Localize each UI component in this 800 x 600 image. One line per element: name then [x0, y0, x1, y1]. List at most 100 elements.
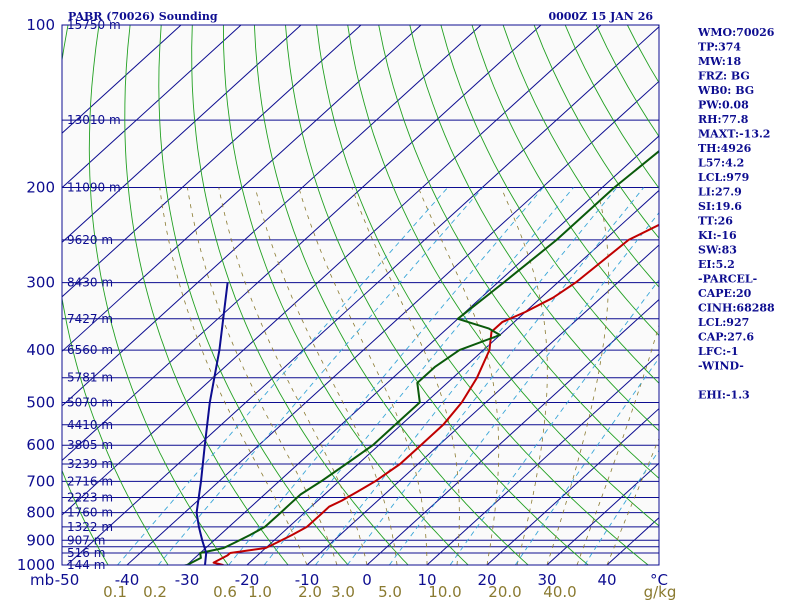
temperature-tick-label: -10 — [295, 571, 320, 589]
mb-label: mb — [30, 571, 54, 589]
pressure-tick-label: 200 — [26, 179, 55, 197]
index-entry: TH:4926 — [698, 142, 752, 155]
chart-title: PABR (70026) Sounding — [68, 10, 218, 23]
index-entry: CAPE:20 — [698, 287, 752, 300]
mixing-ratio-label: 0.2 — [143, 583, 167, 600]
mixing-ratio-label: g/kg — [644, 583, 677, 600]
isotherm-line — [486, 407, 659, 565]
index-entry: SI:19.6 — [698, 200, 742, 213]
isotherm-line — [62, 25, 542, 462]
pressure-tick-label: 700 — [26, 472, 55, 490]
height-label: 516 m — [67, 546, 105, 560]
dry-adiabat — [502, 25, 659, 288]
isotherm-line — [126, 80, 659, 565]
isotherm-line — [62, 25, 182, 134]
isotherm-line — [306, 244, 659, 565]
isotherm-line — [62, 25, 302, 243]
dry-adiabat — [285, 25, 589, 565]
temperature-tick-label: 20 — [477, 571, 496, 589]
isotherm-line — [546, 462, 659, 565]
index-entry: LFC:-1 — [698, 345, 739, 358]
index-entry: L57:4.2 — [698, 157, 744, 170]
mixing-ratio-label: 10.0 — [428, 583, 461, 600]
dewpoint-profile-line — [181, 149, 659, 565]
dry-adiabat — [88, 25, 229, 565]
moist-adiabat — [298, 187, 428, 565]
sounding-series — [181, 149, 659, 565]
isotherm-line — [62, 25, 482, 407]
index-entry: EI:5.2 — [698, 258, 735, 271]
temperature-tick-label: -20 — [235, 571, 260, 589]
height-label: 11090 m — [67, 181, 121, 195]
temperature-tick-label: 30 — [537, 571, 556, 589]
mixing-ratio-label: 0.1 — [103, 583, 127, 600]
temperature-tick-label: 10 — [417, 571, 436, 589]
height-label: 7427 m — [67, 312, 113, 326]
index-entry: TP:374 — [698, 41, 741, 54]
pressure-tick-label: 800 — [26, 504, 55, 522]
mixing-ratio-label: 3.0 — [331, 583, 355, 600]
index-entry: MAXT:-13.2 — [698, 128, 770, 141]
dry-adiabat — [191, 25, 409, 565]
height-label: 907 m — [67, 533, 105, 547]
height-label: 6560 m — [67, 343, 113, 357]
height-label: 8430 m — [67, 276, 113, 290]
temperature-unit-label: °C — [650, 571, 668, 589]
isotherm-line — [62, 25, 602, 516]
moist-adiabat — [159, 187, 308, 565]
dry-adiabat — [378, 25, 659, 479]
pressure-tick-label: 900 — [26, 531, 55, 549]
dry-adiabat — [471, 25, 659, 337]
index-entry: LI:27.9 — [698, 186, 742, 199]
temperature-tick-label: 0 — [362, 571, 372, 589]
mixing-ratio-line — [157, 187, 484, 565]
height-label: 3239 m — [67, 457, 113, 471]
height-label: 13010 m — [67, 113, 121, 127]
height-label: 15750 m — [67, 18, 121, 32]
mixing-ratio-line — [514, 357, 659, 565]
index-entry: WB0: BG — [697, 84, 754, 97]
chart-time: 0000Z 15 JAN 26 — [548, 10, 653, 23]
pressure-tick-label: 400 — [26, 341, 55, 359]
mixing-ratio-line — [449, 279, 659, 565]
pressure-tick-label: 100 — [26, 16, 55, 34]
mixing-ratio-label: 2.0 — [298, 583, 322, 600]
parcel-profile-line — [195, 282, 229, 565]
mixing-ratio-line — [584, 449, 659, 565]
pressure-tick-label: 500 — [26, 393, 55, 411]
height-label: 1760 m — [67, 506, 113, 520]
dry-adiabat — [316, 25, 649, 565]
dry-adiabat — [158, 25, 349, 565]
index-entry: LCL:927 — [698, 316, 749, 329]
mixing-ratio-label: 5.0 — [378, 583, 402, 600]
isotherm-line — [62, 25, 362, 298]
index-entry: TT:26 — [698, 215, 733, 228]
dry-adiabat — [222, 25, 469, 565]
index-entry: KI:-16 — [698, 229, 737, 242]
index-entry: MW:18 — [698, 55, 741, 68]
moist-adiabat — [351, 187, 460, 565]
height-label: 5070 m — [67, 395, 113, 409]
height-label: 3805 m — [67, 438, 113, 452]
dry-adiabat — [253, 25, 529, 565]
isotherm-line — [246, 189, 659, 565]
temperature-tick-label: -40 — [115, 571, 140, 589]
mixing-ratio-label: 1.0 — [248, 583, 272, 600]
isotherm-line — [186, 135, 659, 565]
mixing-ratio-label: 0.6 — [213, 583, 237, 600]
dry-adiabat — [62, 25, 169, 565]
height-label: 5781 m — [67, 371, 113, 385]
mixing-ratio-label: 20.0 — [488, 583, 521, 600]
plot-area — [62, 25, 659, 565]
isotherm-line — [426, 353, 659, 565]
index-entry: FRZ: BG — [698, 70, 750, 83]
plot-frame — [61, 24, 660, 566]
index-entry: EHI:-1.3 — [698, 389, 750, 402]
index-entry: -WIND- — [698, 360, 744, 373]
index-entry: RH:77.8 — [698, 113, 749, 126]
index-entry: LCL:979 — [698, 171, 749, 184]
index-entry: WMO:70026 — [697, 26, 775, 39]
isotherm-line — [366, 298, 659, 565]
